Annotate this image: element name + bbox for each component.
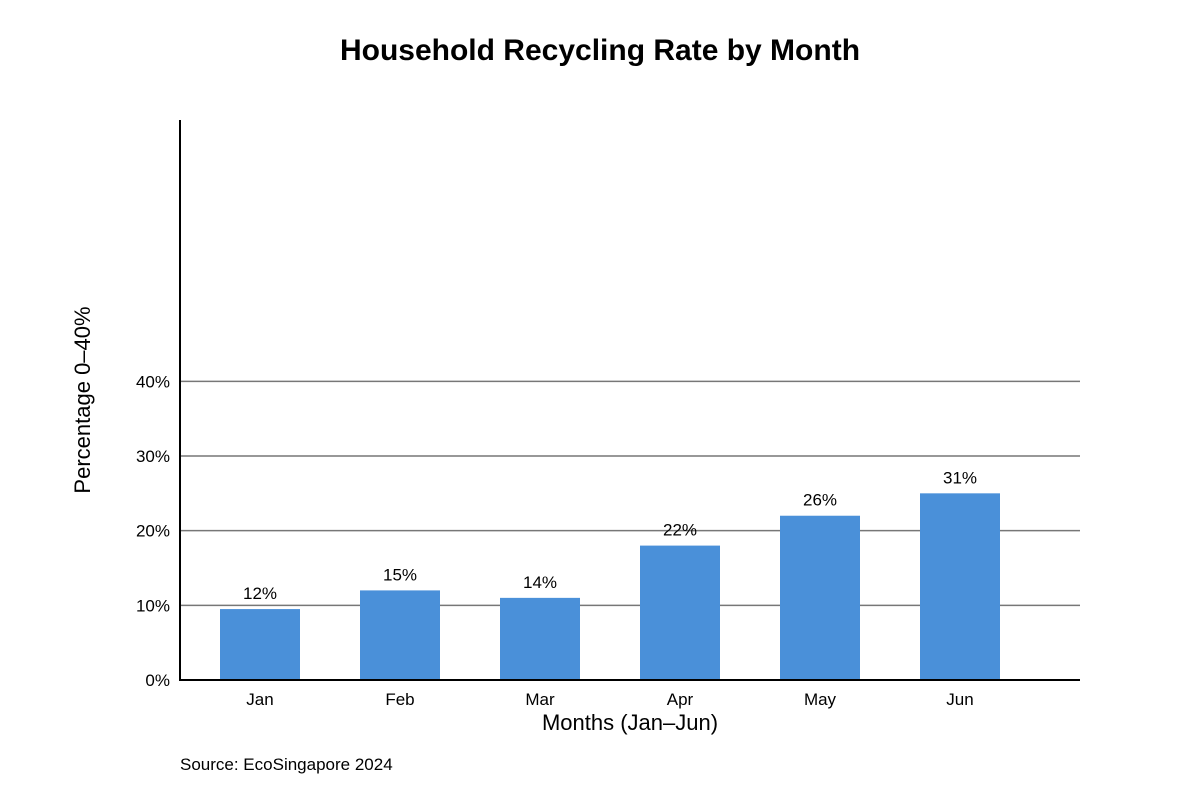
bar-jan: [220, 609, 300, 680]
bar-data-label: 14%: [523, 573, 557, 592]
x-tick-label: Apr: [667, 690, 694, 709]
y-axis-title: Percentage 0–40%: [70, 306, 95, 493]
x-tick-label: May: [804, 690, 837, 709]
y-tick-labels: 0% 10% 20% 30% 40%: [136, 372, 170, 690]
bar-data-label: 12%: [243, 584, 277, 603]
x-tick-label: Jan: [246, 690, 273, 709]
x-tick-label: Jun: [946, 690, 973, 709]
bar-data-label: 22%: [663, 521, 697, 540]
bar-may: [780, 515, 860, 680]
y-tick-label: 0%: [145, 671, 170, 690]
y-tick-label: 30%: [136, 447, 170, 466]
x-tick-label: Mar: [525, 690, 555, 709]
bar-jun: [920, 493, 1000, 680]
bar-data-label: 26%: [803, 491, 837, 510]
bar-data-label: 15%: [383, 565, 417, 584]
bar-data-labels: 12% 15% 14% 22% 26% 31%: [243, 468, 977, 603]
y-tick-label: 40%: [136, 372, 170, 391]
x-tick-label: Feb: [385, 690, 414, 709]
x-tick-labels: Jan Feb Mar Apr May Jun: [246, 690, 973, 709]
chart-title: Household Recycling Rate by Month: [340, 34, 860, 67]
bar-data-label: 31%: [943, 468, 977, 487]
bar-mar: [500, 597, 580, 680]
y-tick-label: 20%: [136, 522, 170, 541]
source-note: Source: EcoSingapore 2024: [180, 755, 393, 774]
bar-apr: [640, 545, 720, 680]
bar-feb: [360, 590, 440, 680]
bars: [220, 493, 1000, 680]
y-tick-label: 10%: [136, 596, 170, 615]
x-axis-title: Months (Jan–Jun): [542, 710, 718, 735]
